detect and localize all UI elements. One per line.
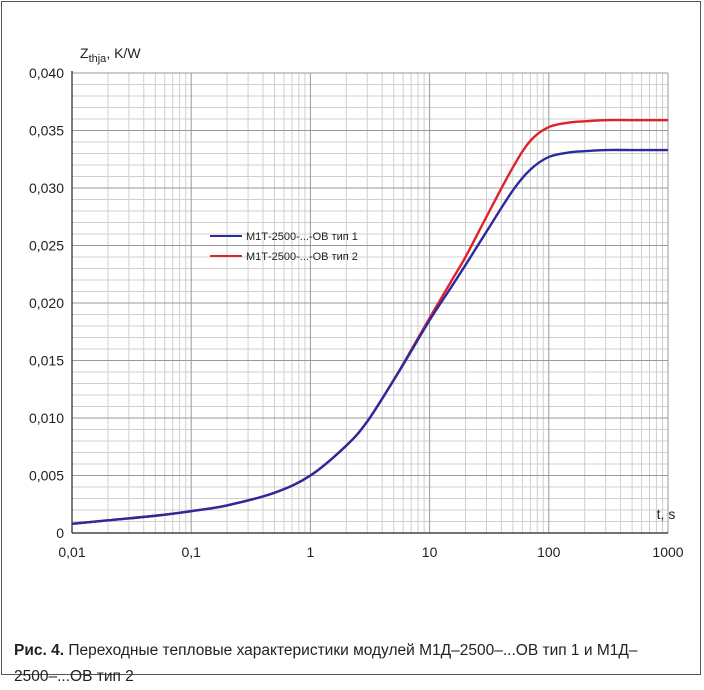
- legend-label-1: М1Т-2500-...-ОВ тип 1: [246, 231, 358, 243]
- y-tick-label: 0,005: [29, 468, 64, 484]
- y-axis-label: Zthja, K/W: [80, 45, 141, 65]
- y-tick-label: 0,035: [29, 123, 64, 139]
- figure-frame: [1, 1, 701, 675]
- x-tick-label: 10: [422, 544, 438, 560]
- y-tick-label: 0,015: [29, 353, 64, 369]
- y-tick-label: 0: [56, 525, 64, 541]
- x-tick-label: 0,01: [58, 544, 85, 560]
- y-tick-label: 0,040: [29, 65, 64, 81]
- y-tick-label: 0,020: [29, 295, 64, 311]
- x-axis-label: t, s: [657, 506, 676, 522]
- thermal-impedance-chart: 0,01 0,1 1 10 100 1000 0 0,005 0,010 0,015 0,020 0,…: [29, 45, 684, 560]
- caption-number: Рис. 4.: [14, 642, 65, 659]
- legend: М1Т-2500-...-ОВ тип 1 М1Т-2500-...-ОВ тип…: [210, 231, 358, 263]
- y-tick-label: 0,025: [29, 238, 64, 254]
- x-tick-label: 0,1: [181, 544, 201, 560]
- x-tick-label: 1000: [652, 544, 683, 560]
- series-line-2: [71, 118, 668, 525]
- y-tick-label: 0,010: [29, 410, 64, 426]
- caption-text: Переходные тепловые характеристики модул…: [14, 642, 638, 685]
- legend-label-2: М1Т-2500-...-ОВ тип 2: [246, 251, 358, 263]
- series-line-1: [71, 148, 668, 525]
- x-tick-label: 1: [307, 544, 315, 560]
- y-tick-label: 0,030: [29, 180, 64, 196]
- x-tick-label: 100: [537, 544, 561, 560]
- figure-caption: Рис. 4. Переходные тепловые характеристи…: [14, 638, 684, 690]
